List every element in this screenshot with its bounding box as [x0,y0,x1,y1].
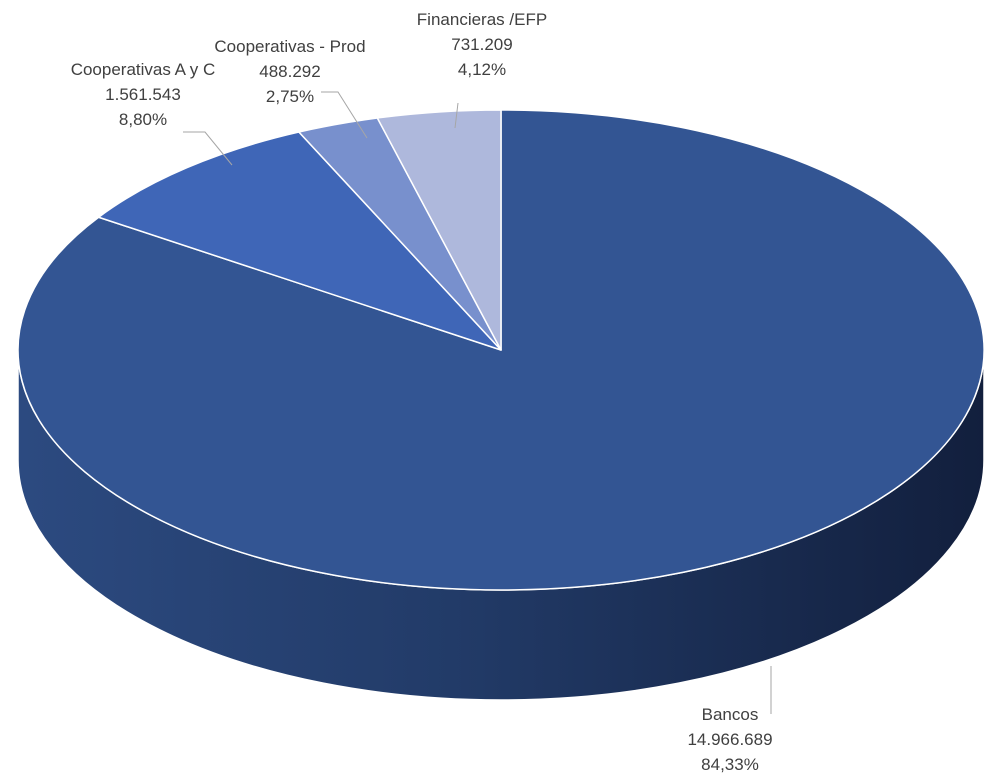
leader-line-cooperativas-prod [321,91,368,139]
pie-slice-financieras-efp [376,109,502,351]
data-label-name-cooperativas-prod: Cooperativas - Prod [214,37,365,56]
data-label-name-cooperativas-a-y-c: Cooperativas A y C [71,60,216,79]
data-label-value-financieras-efp: 731.209 [451,35,512,54]
data-label-percent-cooperativas-a-y-c: 8,80% [119,110,167,129]
leader-line-financieras-efp [454,102,459,129]
data-label-percent-bancos: 84,33% [701,755,759,774]
data-label-percent-cooperativas-prod: 2,75% [266,87,314,106]
pie-slice-cooperativas-a-y-c [97,131,502,351]
data-label-value-cooperativas-a-y-c: 1.561.543 [105,85,181,104]
leader-line-cooperativas-a-y-c [183,131,233,166]
data-label-name-financieras-efp: Financieras /EFP [417,10,547,29]
data-label-percent-financieras-efp: 4,12% [458,60,506,79]
data-label-name-bancos: Bancos [702,705,759,724]
data-label-value-cooperativas-prod: 488.292 [259,62,320,81]
data-label-value-bancos: 14.966.689 [687,730,772,749]
